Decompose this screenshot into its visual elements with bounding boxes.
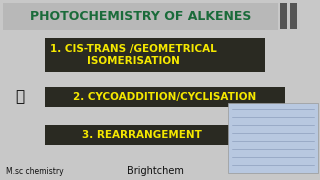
Text: 👉: 👉 — [15, 89, 25, 105]
Bar — [280, 3, 287, 29]
Bar — [3, 3, 278, 30]
Bar — [228, 103, 318, 173]
Text: 3. REARRANGEMENT: 3. REARRANGEMENT — [82, 130, 202, 140]
Bar — [45, 38, 265, 72]
Bar — [45, 125, 240, 145]
Bar — [45, 87, 285, 107]
Text: Brightchem: Brightchem — [127, 166, 183, 176]
Text: PHOTOCHEMISTRY OF ALKENES: PHOTOCHEMISTRY OF ALKENES — [30, 10, 251, 23]
Text: 1. CIS-TRANS /GEOMETRICAL
ISOMERISATION: 1. CIS-TRANS /GEOMETRICAL ISOMERISATION — [50, 44, 216, 66]
Text: M.sc chemistry: M.sc chemistry — [6, 167, 64, 176]
Text: 2. CYCOADDITION/CYCLISATION: 2. CYCOADDITION/CYCLISATION — [73, 92, 257, 102]
Bar — [290, 3, 297, 29]
